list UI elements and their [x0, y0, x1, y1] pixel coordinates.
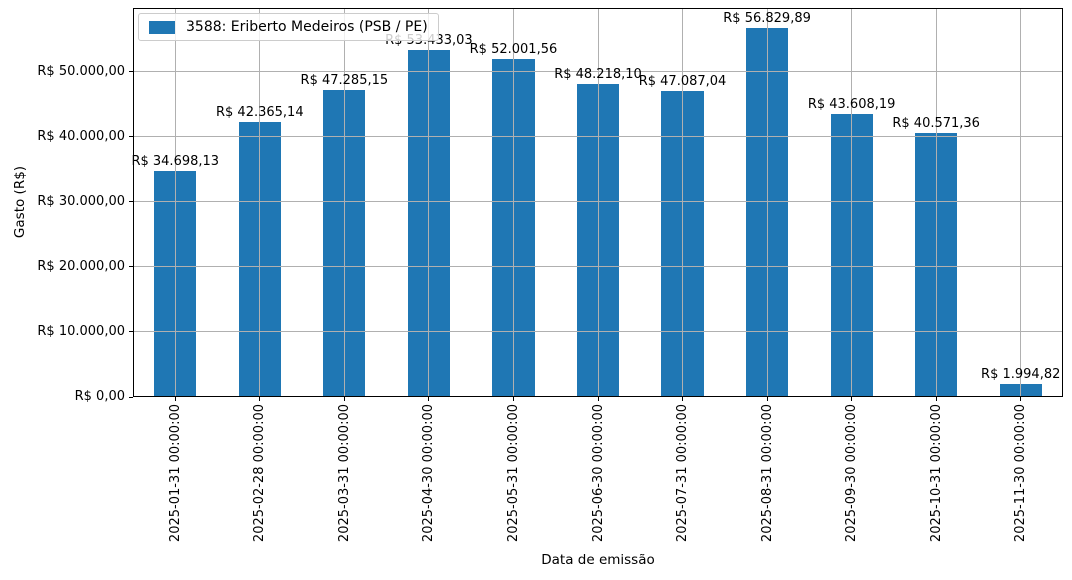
bar-value-label: R$ 42.365,14: [216, 104, 304, 120]
x-tick-mark: [428, 397, 430, 401]
x-tick-mark: [1020, 397, 1022, 401]
gridline-vertical: [851, 8, 853, 397]
bar-value-label: R$ 34.698,13: [131, 154, 220, 170]
bar-value-label: R$ 40.571,36: [892, 116, 980, 132]
bar-value-label: R$ 48.218,10: [554, 66, 642, 82]
bar-value-label: R$ 52.001,56: [469, 41, 558, 57]
gridline-vertical: [1020, 8, 1022, 397]
x-tick-label: 2025-06-30 00:00:00: [590, 404, 606, 543]
gridline-vertical: [597, 8, 599, 397]
y-tick-mark: [129, 331, 133, 333]
y-tick-mark: [129, 136, 133, 138]
x-tick-label: 2025-02-28 00:00:00: [252, 404, 268, 543]
gridline-vertical: [682, 8, 684, 397]
gridline-vertical: [935, 8, 937, 397]
x-tick-label: 2025-11-30 00:00:00: [1013, 404, 1029, 543]
y-tick-mark: [129, 201, 133, 203]
x-tick-mark: [682, 397, 684, 401]
x-tick-mark: [174, 397, 176, 401]
legend-label: 3588: Eriberto Medeiros (PSB / PE): [186, 19, 428, 35]
x-tick-label: 2025-08-31 00:00:00: [759, 404, 775, 543]
x-tick-label: 2025-04-30 00:00:00: [421, 404, 437, 543]
y-tick-mark: [129, 71, 133, 73]
y-tick-label: R$ 30.000,00: [37, 193, 125, 209]
y-tick-label: R$ 20.000,00: [37, 258, 125, 274]
x-tick-mark: [597, 397, 599, 401]
gridline-vertical: [259, 8, 261, 397]
y-tick-label: R$ 10.000,00: [37, 323, 125, 339]
x-tick-label: 2025-01-31 00:00:00: [167, 404, 183, 543]
y-tick-label: R$ 50.000,00: [37, 63, 125, 79]
gridline-vertical: [512, 8, 514, 397]
gridline-vertical: [428, 8, 430, 397]
x-tick-mark: [343, 397, 345, 401]
x-tick-label: 2025-10-31 00:00:00: [928, 404, 944, 543]
y-tick-label: R$ 0,00: [74, 389, 125, 404]
x-axis-title: Data de emissão: [541, 552, 655, 568]
legend-swatch-icon: [149, 20, 175, 34]
y-tick-label: R$ 40.000,00: [37, 128, 125, 144]
x-tick-label: 2025-09-30 00:00:00: [844, 404, 860, 543]
bar-value-label: R$ 47.087,04: [638, 73, 727, 89]
gridline-vertical: [343, 8, 345, 397]
y-tick-mark: [129, 396, 133, 398]
x-tick-mark: [851, 397, 853, 401]
x-tick-label: 2025-05-31 00:00:00: [505, 404, 521, 543]
x-tick-label: 2025-03-31 00:00:00: [336, 404, 352, 543]
y-tick-mark: [129, 266, 133, 268]
gridline-vertical: [174, 8, 176, 397]
x-tick-mark: [766, 397, 768, 401]
bar-value-label: R$ 47.285,15: [300, 72, 389, 88]
x-tick-mark: [935, 397, 937, 401]
legend: 3588: Eriberto Medeiros (PSB / PE): [138, 13, 439, 41]
bar-value-label: R$ 1.994,82: [981, 367, 1061, 383]
x-tick-label: 2025-07-31 00:00:00: [675, 404, 691, 543]
bar-value-label: R$ 43.608,19: [807, 96, 896, 112]
bar-value-label: R$ 56.829,89: [723, 10, 811, 26]
y-axis-title: Gasto (R$): [12, 165, 28, 239]
gridline-vertical: [766, 8, 768, 397]
x-tick-mark: [259, 397, 261, 401]
x-tick-mark: [512, 397, 514, 401]
